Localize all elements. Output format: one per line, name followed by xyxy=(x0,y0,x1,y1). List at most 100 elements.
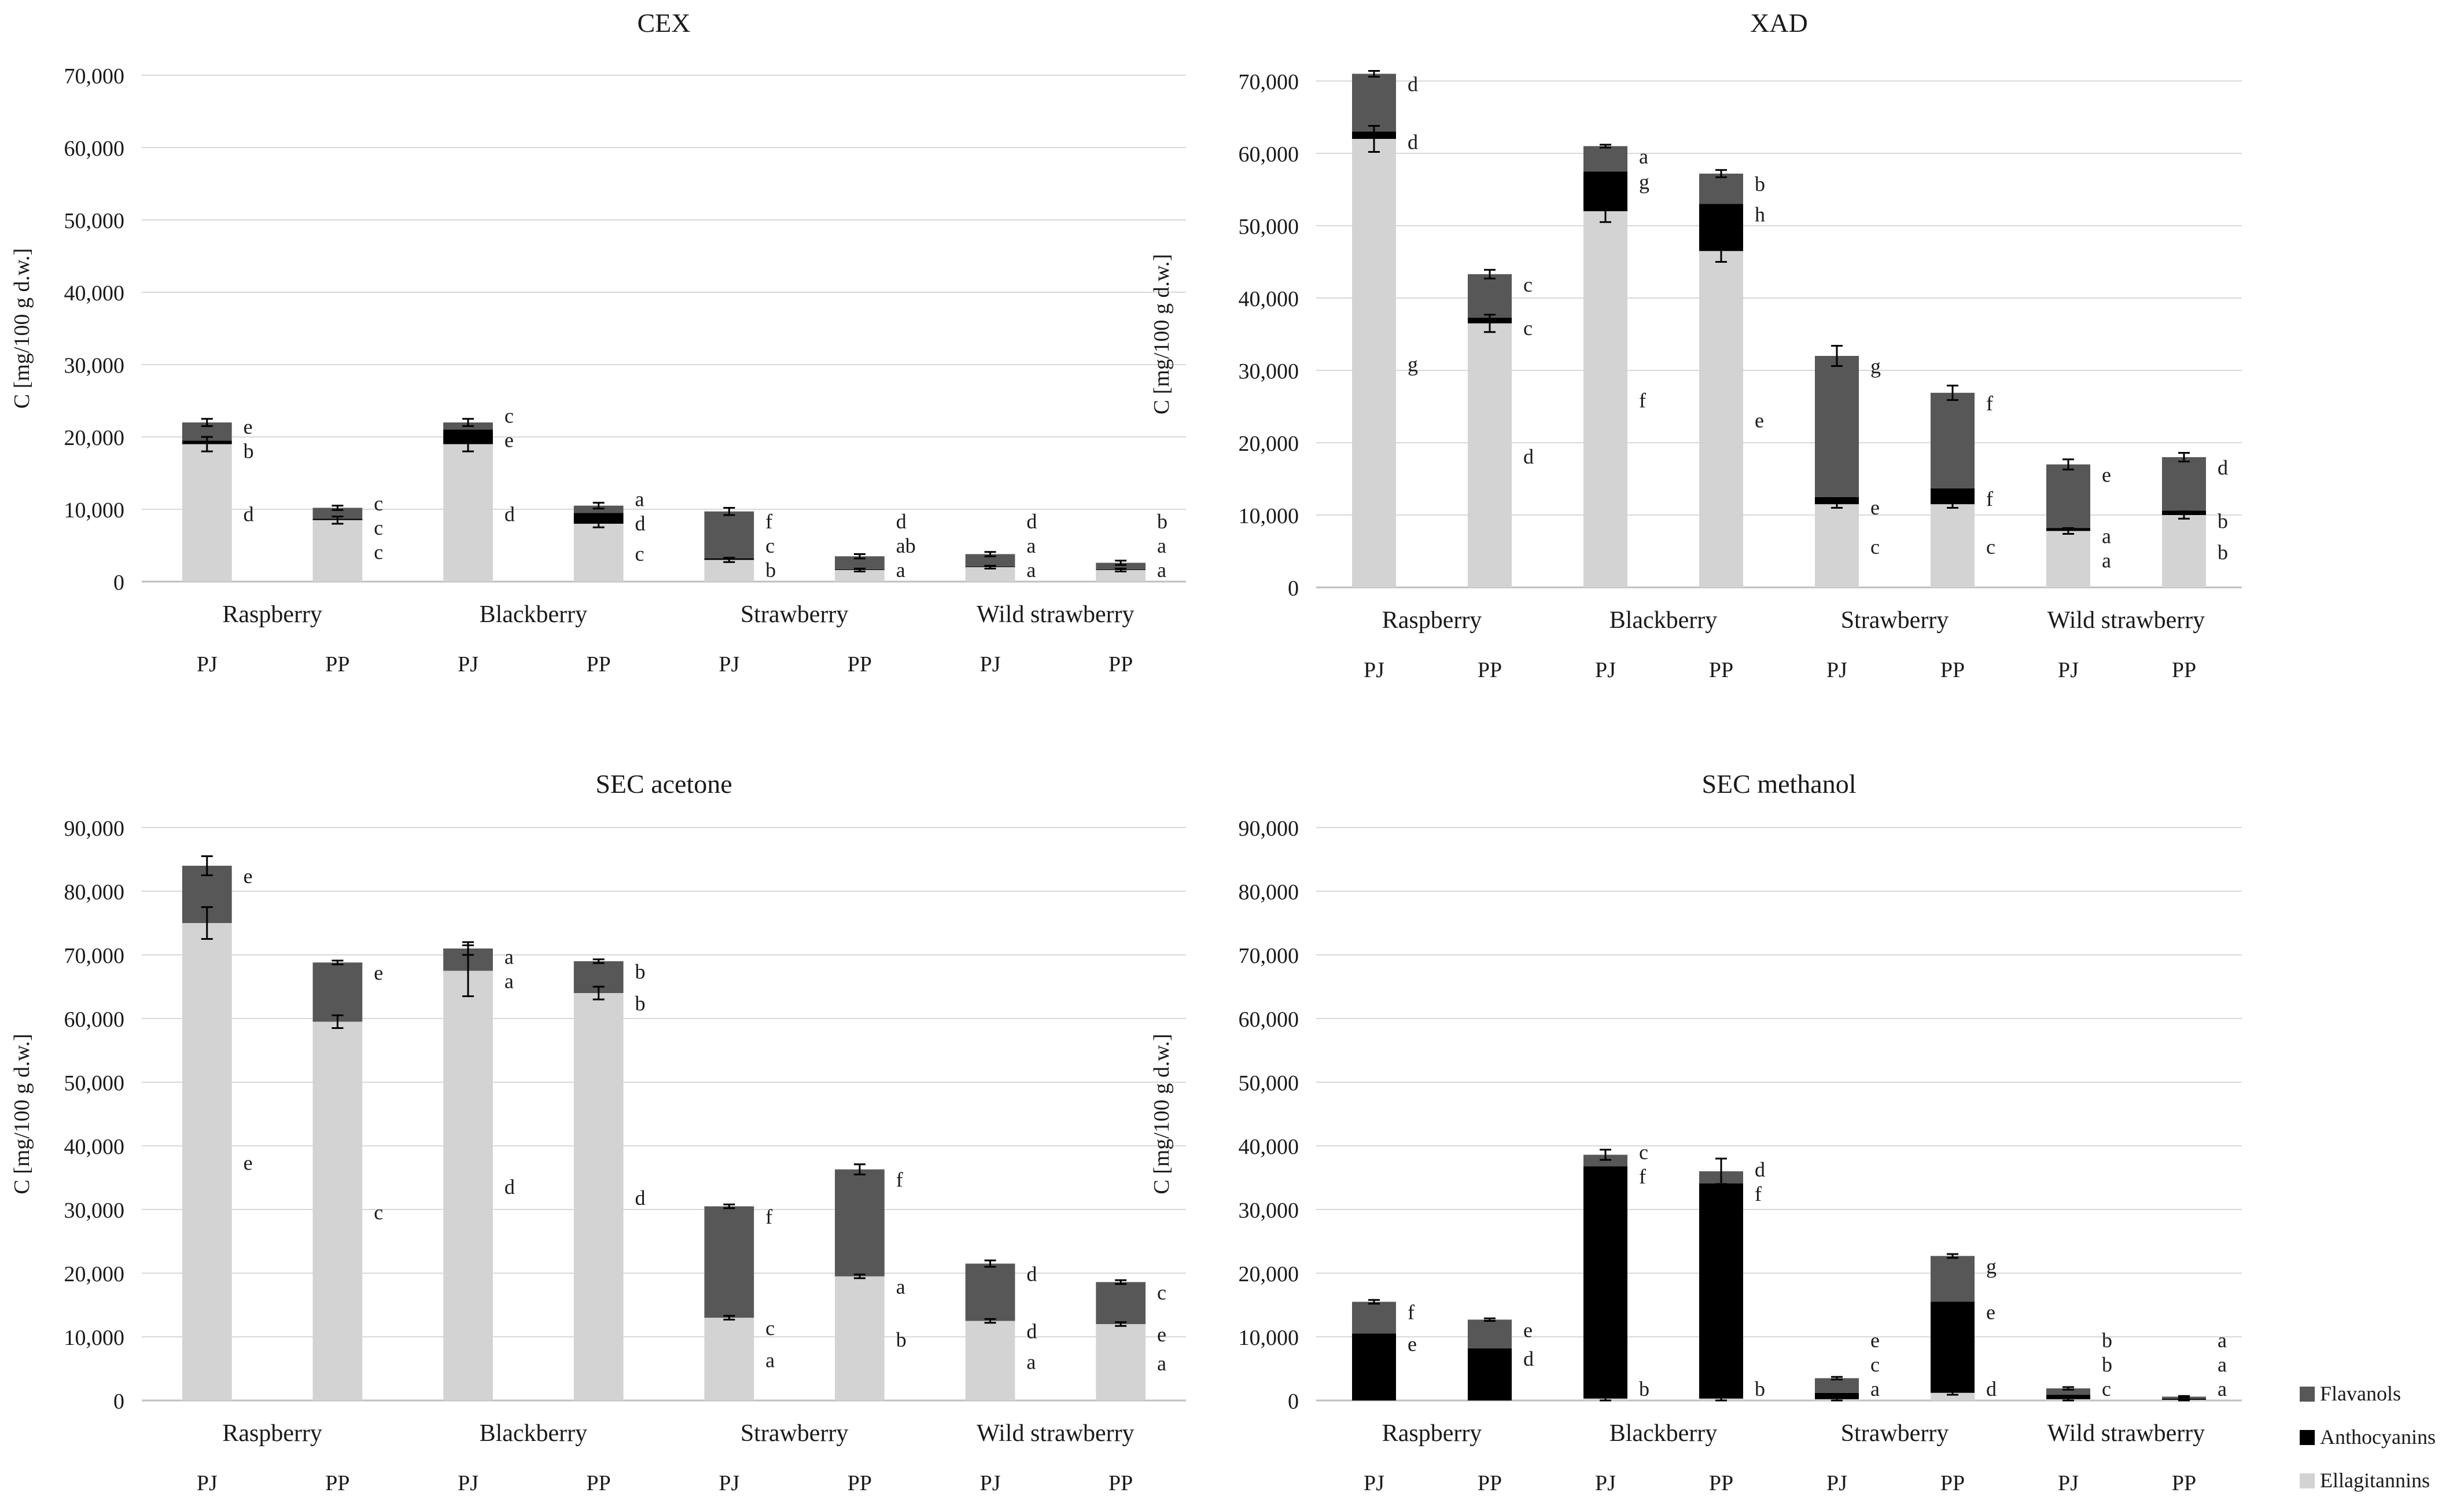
significance-letter: e xyxy=(1523,1318,1533,1341)
error-bar xyxy=(332,516,344,525)
bar-flavanols xyxy=(965,1263,1015,1321)
significance-letter: b xyxy=(244,439,254,462)
error-bar xyxy=(984,1259,996,1268)
bar-flavanols xyxy=(312,508,363,519)
x-category-label: PP xyxy=(2172,658,2196,682)
bar-flavanols xyxy=(1583,146,1627,172)
bar-stack xyxy=(1699,169,1743,587)
bar-ellagitannins xyxy=(1699,251,1743,587)
significance-letter: a xyxy=(1639,145,1648,168)
bar-flavanols xyxy=(1699,174,1743,204)
bar-ellagitannins xyxy=(443,444,493,582)
bar-stack xyxy=(1815,1376,1859,1402)
bar-ellagitannins xyxy=(573,524,624,582)
bar-stack xyxy=(835,553,885,582)
bar-stack xyxy=(704,507,754,582)
significance-letter: d xyxy=(1026,1263,1037,1286)
bar-flavanols xyxy=(1096,1282,1146,1324)
bar-ellagitannins xyxy=(1468,323,1512,587)
chart-panel: XAD 0 10,000 20,000 30,000 40,000 50,000 60,000… xyxy=(1150,8,2242,682)
significance-letter: b xyxy=(1157,510,1167,533)
bar-flavanols xyxy=(704,1206,754,1318)
bar-stack xyxy=(1815,345,1859,587)
bar-ellagitannins xyxy=(182,923,232,1400)
x-category-label: PJ xyxy=(1364,1471,1384,1495)
significance-letter: e xyxy=(1755,409,1764,432)
bar-flavanols xyxy=(1352,73,1396,132)
significance-letter: e xyxy=(244,1152,253,1175)
error-bar xyxy=(1600,144,1611,149)
x-group-label: Raspberry xyxy=(222,601,322,628)
legend-label: Ellagitannins xyxy=(2320,1469,2430,1492)
legend-item-anthocyanins: Anthocyanins xyxy=(2300,1425,2436,1448)
bar-anthocyanins xyxy=(1815,1392,1859,1399)
y-tick-label: 70,000 xyxy=(1239,944,1299,968)
significance-letter: a xyxy=(1026,534,1036,557)
chart-panel: CEX 0 10,000 20,000 30,000 40,000 50,000 60,000… xyxy=(10,8,1186,677)
significance-letter: a xyxy=(1157,534,1166,557)
significance-letter: c xyxy=(635,542,644,565)
significance-letter: e xyxy=(1870,1329,1880,1352)
error-bar xyxy=(1600,199,1611,223)
error-bar xyxy=(723,1203,735,1209)
error-bar xyxy=(592,958,605,964)
significance-letter: a xyxy=(2102,524,2111,547)
bar-anthocyanins xyxy=(1699,1183,1743,1399)
error-bar xyxy=(984,1318,996,1324)
bar-flavanols xyxy=(704,511,754,558)
bar-flavanols xyxy=(1352,1302,1396,1334)
x-category-label: PP xyxy=(587,652,611,677)
significance-letter: d xyxy=(1523,1347,1534,1370)
error-bar xyxy=(332,959,344,965)
significance-letter: ab xyxy=(896,534,916,557)
significance-letter: d xyxy=(635,1186,646,1209)
significance-letter: c xyxy=(374,492,383,515)
significance-letter: d xyxy=(1408,73,1418,96)
x-category-label: PJ xyxy=(719,1471,739,1495)
significance-letter: c xyxy=(2102,1377,2111,1400)
significance-letter: a xyxy=(765,1349,775,1372)
legend-label: Flavanols xyxy=(2320,1382,2401,1405)
bar-stack xyxy=(573,958,624,1400)
x-category-label: PJ xyxy=(458,652,478,677)
y-tick-label: 60,000 xyxy=(1239,1008,1299,1032)
significance-letter: c xyxy=(1986,535,1995,558)
error-bar xyxy=(1368,125,1380,153)
y-axis-label: C [mg/100 g d.w.] xyxy=(10,248,34,409)
y-tick-label: 60,000 xyxy=(64,1008,125,1032)
bar-stack xyxy=(1583,144,1627,587)
error-bar xyxy=(201,436,213,453)
significance-letter: d xyxy=(244,502,254,525)
x-group-label: Wild strawberry xyxy=(977,601,1134,628)
significance-letter: d xyxy=(896,510,907,533)
error-bar xyxy=(1947,499,1958,509)
significance-letter: d xyxy=(504,1175,515,1198)
y-tick-label: 30,000 xyxy=(1239,1198,1299,1223)
y-axis-label: C [mg/100 g d.w.] xyxy=(1150,254,1174,414)
bar-ellagitannins xyxy=(443,970,493,1400)
x-group-label: Blackberry xyxy=(1609,1420,1718,1447)
significance-letter: c xyxy=(1870,1353,1880,1376)
error-bar xyxy=(1715,1157,1727,1185)
x-category-label: PP xyxy=(325,1471,349,1495)
x-group-label: Wild strawberry xyxy=(977,1420,1134,1447)
error-bar xyxy=(1115,1321,1127,1327)
significance-letter: a xyxy=(2102,549,2111,572)
x-group-label: Wild strawberry xyxy=(2047,1420,2205,1447)
bar-ellagitannins xyxy=(1931,504,1975,587)
significance-letter: b xyxy=(1755,1377,1765,1400)
error-bar xyxy=(201,418,213,427)
legend-item-ellagitannins: Ellagitannins xyxy=(2300,1469,2430,1492)
error-bar xyxy=(1715,239,1727,263)
y-tick-label: 90,000 xyxy=(1239,817,1299,841)
significance-letter: c xyxy=(374,516,383,539)
x-category-label: PJ xyxy=(1364,658,1384,682)
significance-letter: d xyxy=(2218,456,2228,479)
y-tick-label: 20,000 xyxy=(1239,432,1299,456)
bar-flavanols xyxy=(2162,457,2206,511)
significance-letter: d xyxy=(635,512,646,535)
x-group-label: Wild strawberry xyxy=(2047,607,2205,634)
significance-letter: d xyxy=(1408,131,1418,154)
error-bar xyxy=(723,557,735,563)
bar-ellagitannins xyxy=(573,993,624,1400)
